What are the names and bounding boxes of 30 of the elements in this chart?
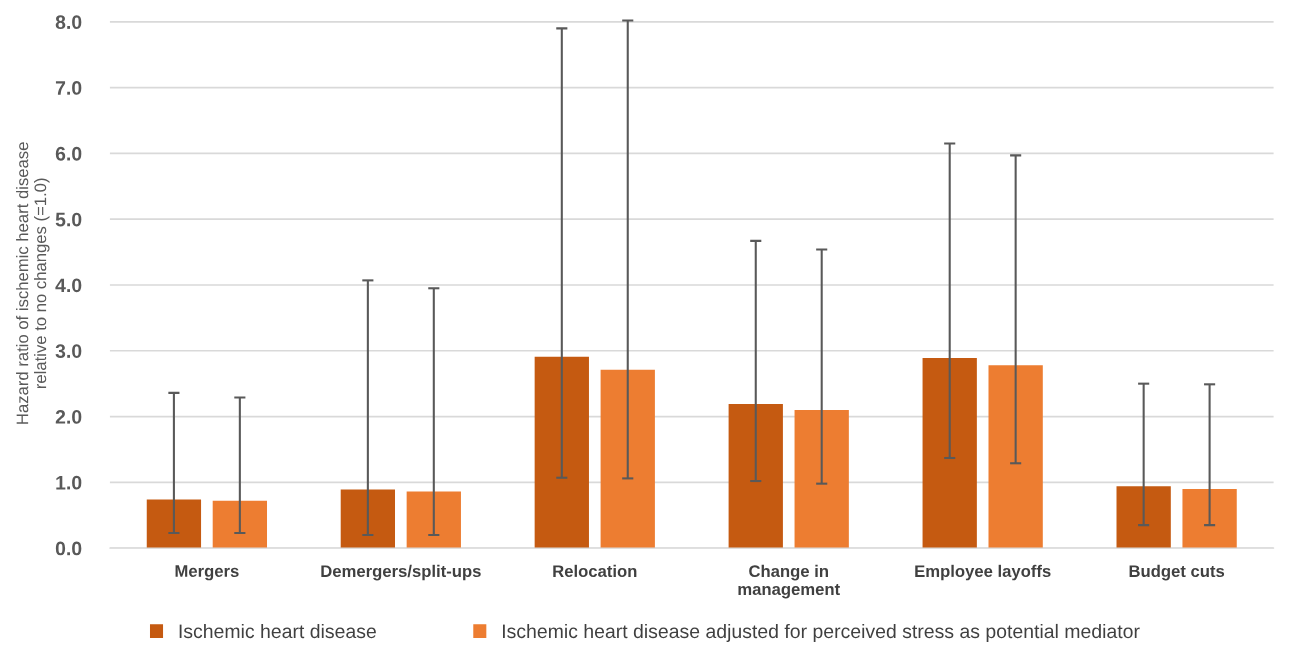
bar xyxy=(1116,486,1171,549)
x-tick-label: Relocation xyxy=(553,564,637,578)
bar xyxy=(534,356,589,549)
bar xyxy=(1182,488,1237,549)
bar xyxy=(146,499,202,549)
y-tick-label: 4.0 xyxy=(55,278,82,293)
legend-label: Ischemic heart disease adjusted for perceived stress as potential mediator xyxy=(502,623,1140,643)
bar xyxy=(988,365,1043,549)
bar xyxy=(728,404,783,549)
y-tick-label: 8.0 xyxy=(55,15,82,30)
bar xyxy=(922,358,977,549)
x-tick-label: Mergers xyxy=(175,565,239,581)
y-tick-label: 3.0 xyxy=(55,344,82,359)
y-tick-label: 7.0 xyxy=(55,81,82,95)
legend-label: Ischemic heart disease xyxy=(179,623,376,639)
x-tick-label: Employee layoffs xyxy=(915,564,1051,581)
y-tick-label: 6.0 xyxy=(55,146,82,161)
bar xyxy=(406,491,461,549)
bar xyxy=(212,500,267,549)
y-tick-label: 1.0 xyxy=(56,475,82,490)
x-tick-label: Demergers/split-ups xyxy=(321,564,481,581)
bar xyxy=(600,369,655,549)
x-tick-label: Change in management xyxy=(738,564,840,599)
x-tick-label: Budget cuts xyxy=(1129,564,1225,581)
y-tick-label: 2.0 xyxy=(55,410,82,424)
y-tick-label: 5.0 xyxy=(55,212,82,227)
y-tick-label: 0.0 xyxy=(55,541,82,556)
bar xyxy=(340,489,396,549)
y-axis-title: Hazard ratio of ischemic heart disease relative to no changes (=1.0) xyxy=(16,142,50,424)
bar xyxy=(794,409,849,549)
